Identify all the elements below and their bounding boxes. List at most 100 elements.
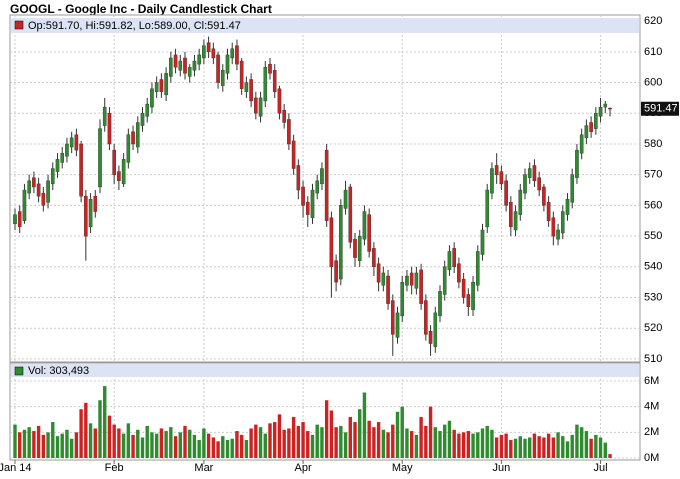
volume-bar xyxy=(159,428,164,458)
volume-bar xyxy=(249,428,253,458)
candle-body xyxy=(475,251,480,286)
candle-body xyxy=(395,312,400,338)
volume-tick-label: 2M xyxy=(644,426,659,438)
volume-bar xyxy=(542,437,546,458)
candle-body xyxy=(277,88,282,114)
candle-body xyxy=(310,189,315,218)
volume-bar xyxy=(117,428,121,458)
candle-body xyxy=(93,195,98,212)
volume-bar xyxy=(324,400,329,458)
x-tick-label: Jul xyxy=(594,462,608,474)
volume-bar xyxy=(518,436,522,458)
candle-body xyxy=(225,54,230,74)
volume-bar xyxy=(546,433,551,458)
candle-body xyxy=(79,143,83,197)
candle-body xyxy=(485,189,490,228)
candle-body xyxy=(27,180,31,194)
volume-bar xyxy=(206,433,211,458)
volume-bar xyxy=(18,432,22,458)
candle-body xyxy=(50,168,55,185)
x-tick-label: Jan 14 xyxy=(0,462,32,474)
volume-bar xyxy=(579,427,584,458)
candle-body xyxy=(154,82,159,92)
volume-bar xyxy=(598,437,603,458)
volume-bar xyxy=(466,431,471,458)
volume-bar xyxy=(51,422,55,458)
y-tick-label: 600 xyxy=(644,76,662,88)
y-tick-label: 520 xyxy=(644,322,662,334)
volume-bar xyxy=(405,428,409,458)
candle-body xyxy=(268,63,272,74)
volume-bar xyxy=(258,427,263,458)
y-tick-label: 540 xyxy=(644,261,662,273)
candle-body xyxy=(471,281,475,310)
volume-bar xyxy=(131,434,135,458)
volume-bar xyxy=(471,433,475,458)
candle-body xyxy=(461,278,466,298)
x-tick-label: Feb xyxy=(105,462,124,474)
volume-bar xyxy=(485,425,489,458)
candle-body xyxy=(169,57,173,77)
volume-tick-label: 6M xyxy=(644,375,659,387)
legend-text: Op:591.70, Hi:591.82, Lo:589.00, Cl:591.… xyxy=(28,20,241,32)
volume-bar xyxy=(452,429,456,458)
candle-body xyxy=(424,300,428,335)
candle-body xyxy=(357,235,362,261)
candle-body xyxy=(216,54,220,83)
y-tick-label: 560 xyxy=(644,199,662,211)
volume-bar xyxy=(419,416,423,458)
volume-bar xyxy=(424,425,428,458)
volume-bar xyxy=(329,410,334,458)
candle-body xyxy=(88,199,93,228)
volume-bar xyxy=(126,423,131,458)
volume-bar xyxy=(221,436,225,458)
candle-body xyxy=(594,113,598,129)
candle-body xyxy=(36,183,41,197)
candle-body xyxy=(329,217,334,268)
candle-body xyxy=(509,202,513,228)
candle-body xyxy=(220,70,225,86)
candle-body xyxy=(447,251,452,271)
volume-bar xyxy=(84,402,88,458)
legend-band xyxy=(11,18,639,33)
candle-body xyxy=(353,238,357,258)
volume-bar xyxy=(504,433,508,458)
candle-body xyxy=(537,177,541,191)
volume-bar xyxy=(291,416,296,458)
volume-bar xyxy=(584,431,589,458)
candle-body xyxy=(367,214,371,252)
candle-body xyxy=(65,143,69,157)
volume-bar xyxy=(589,438,593,458)
last-price-label: 591.47 xyxy=(644,103,678,115)
volume-bar xyxy=(523,438,527,458)
volume-bar xyxy=(428,406,433,458)
candle-body xyxy=(126,134,131,163)
volume-bar xyxy=(60,433,64,458)
candle-body xyxy=(140,113,145,126)
volume-bar xyxy=(386,432,390,458)
candle-body xyxy=(145,103,150,117)
candle-body xyxy=(523,174,527,194)
volume-bar xyxy=(603,442,607,458)
candle-body xyxy=(381,272,386,286)
candle-body xyxy=(107,113,112,145)
volume-bar xyxy=(93,428,97,458)
volume-bar xyxy=(136,429,140,458)
candle-body xyxy=(457,263,461,283)
volume-bar xyxy=(183,425,187,458)
candle-body xyxy=(22,189,27,221)
candle-body xyxy=(339,205,343,280)
candle-body xyxy=(291,140,296,169)
candle-body xyxy=(296,165,301,191)
volume-legend-band xyxy=(11,364,639,377)
y-tick-label: 530 xyxy=(644,291,662,303)
candle-body xyxy=(254,97,258,114)
candle-body xyxy=(69,137,74,148)
candle-body xyxy=(32,177,36,188)
volume-bar xyxy=(400,406,404,458)
volume-bar xyxy=(107,415,112,458)
volume-tick-label: 4M xyxy=(644,401,659,413)
y-tick-label: 620 xyxy=(644,15,662,27)
volume-bar xyxy=(112,424,116,458)
candle-body xyxy=(556,229,560,240)
